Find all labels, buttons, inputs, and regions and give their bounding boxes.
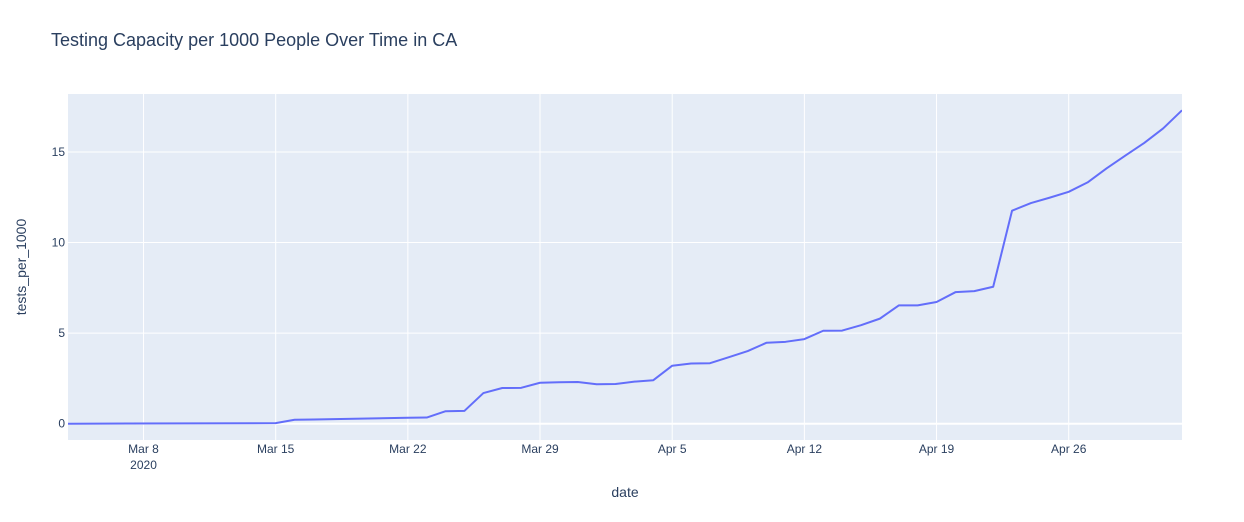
plot-area <box>68 94 1182 440</box>
x-gridlines <box>143 94 1070 440</box>
x-tick-label: Apr 26 <box>1051 442 1087 456</box>
x-axis-title: date <box>611 484 638 500</box>
chart-title: Testing Capacity per 1000 People Over Ti… <box>51 30 457 50</box>
y-tick-label: 10 <box>52 236 66 250</box>
x-tick-labels: Mar 8 2020 Mar 15 Mar 22 Mar 29 Apr 5 Apr 12 Ap… <box>128 442 1087 472</box>
y-tick-label: 0 <box>58 417 65 431</box>
y-tick-label: 5 <box>58 326 65 340</box>
x-tick-label: Apr 19 <box>919 442 955 456</box>
x-tick-label: Mar 15 <box>257 442 295 456</box>
x-tick-sublabel: 2020 <box>130 458 157 472</box>
series-line <box>68 109 1182 425</box>
x-tick-label: Apr 5 <box>658 442 687 456</box>
x-tick-label: Mar 29 <box>521 442 559 456</box>
y-tick-label: 15 <box>52 145 66 159</box>
x-tick-label: Mar 8 <box>128 442 159 456</box>
x-tick-label: Mar 22 <box>389 442 427 456</box>
y-tick-labels: 0 5 10 15 <box>52 145 66 431</box>
y-axis-title: tests_per_1000 <box>13 219 29 316</box>
series-layer <box>68 109 1182 425</box>
x-tick-label: Apr 12 <box>787 442 823 456</box>
